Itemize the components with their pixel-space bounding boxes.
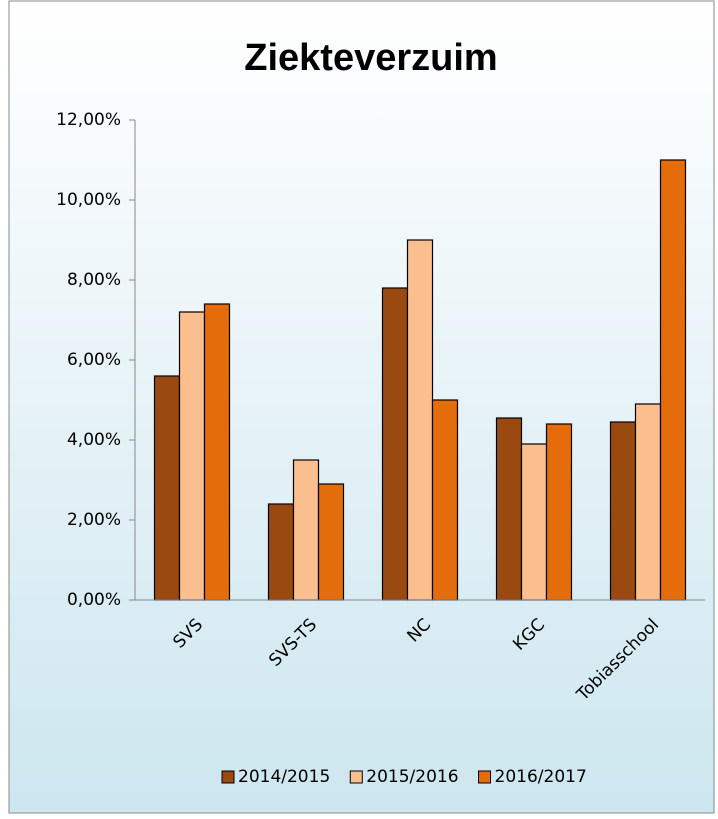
bar [634, 403, 662, 601]
y-tick-label: 8,00% [67, 270, 121, 290]
bar [381, 287, 409, 601]
y-tick-label: 10,00% [56, 190, 121, 210]
legend-swatch [349, 770, 363, 784]
bar [267, 503, 295, 601]
legend-label: 2015/2016 [366, 767, 458, 787]
legend-label: 2016/2017 [495, 767, 587, 787]
chart-title: Ziekteverzuim [244, 37, 497, 79]
bar [406, 239, 434, 601]
bar [545, 423, 573, 601]
y-tick-label: 4,00% [67, 430, 121, 450]
legend-swatch [478, 770, 492, 784]
bar [609, 421, 637, 601]
bar [203, 303, 231, 601]
bar [292, 459, 320, 601]
y-tick-label: 0,00% [67, 590, 121, 610]
bar [659, 159, 687, 601]
bar [495, 417, 523, 601]
chart-background [8, 0, 715, 814]
legend-label: 2014/2015 [238, 767, 330, 787]
bar [153, 375, 181, 601]
bar [317, 483, 345, 601]
bar [520, 443, 548, 601]
bar [178, 311, 206, 601]
y-tick-label: 2,00% [67, 510, 121, 530]
bar [431, 399, 459, 601]
y-tick-label: 12,00% [56, 110, 121, 130]
y-tick-label: 6,00% [67, 350, 121, 370]
legend-swatch [221, 770, 235, 784]
